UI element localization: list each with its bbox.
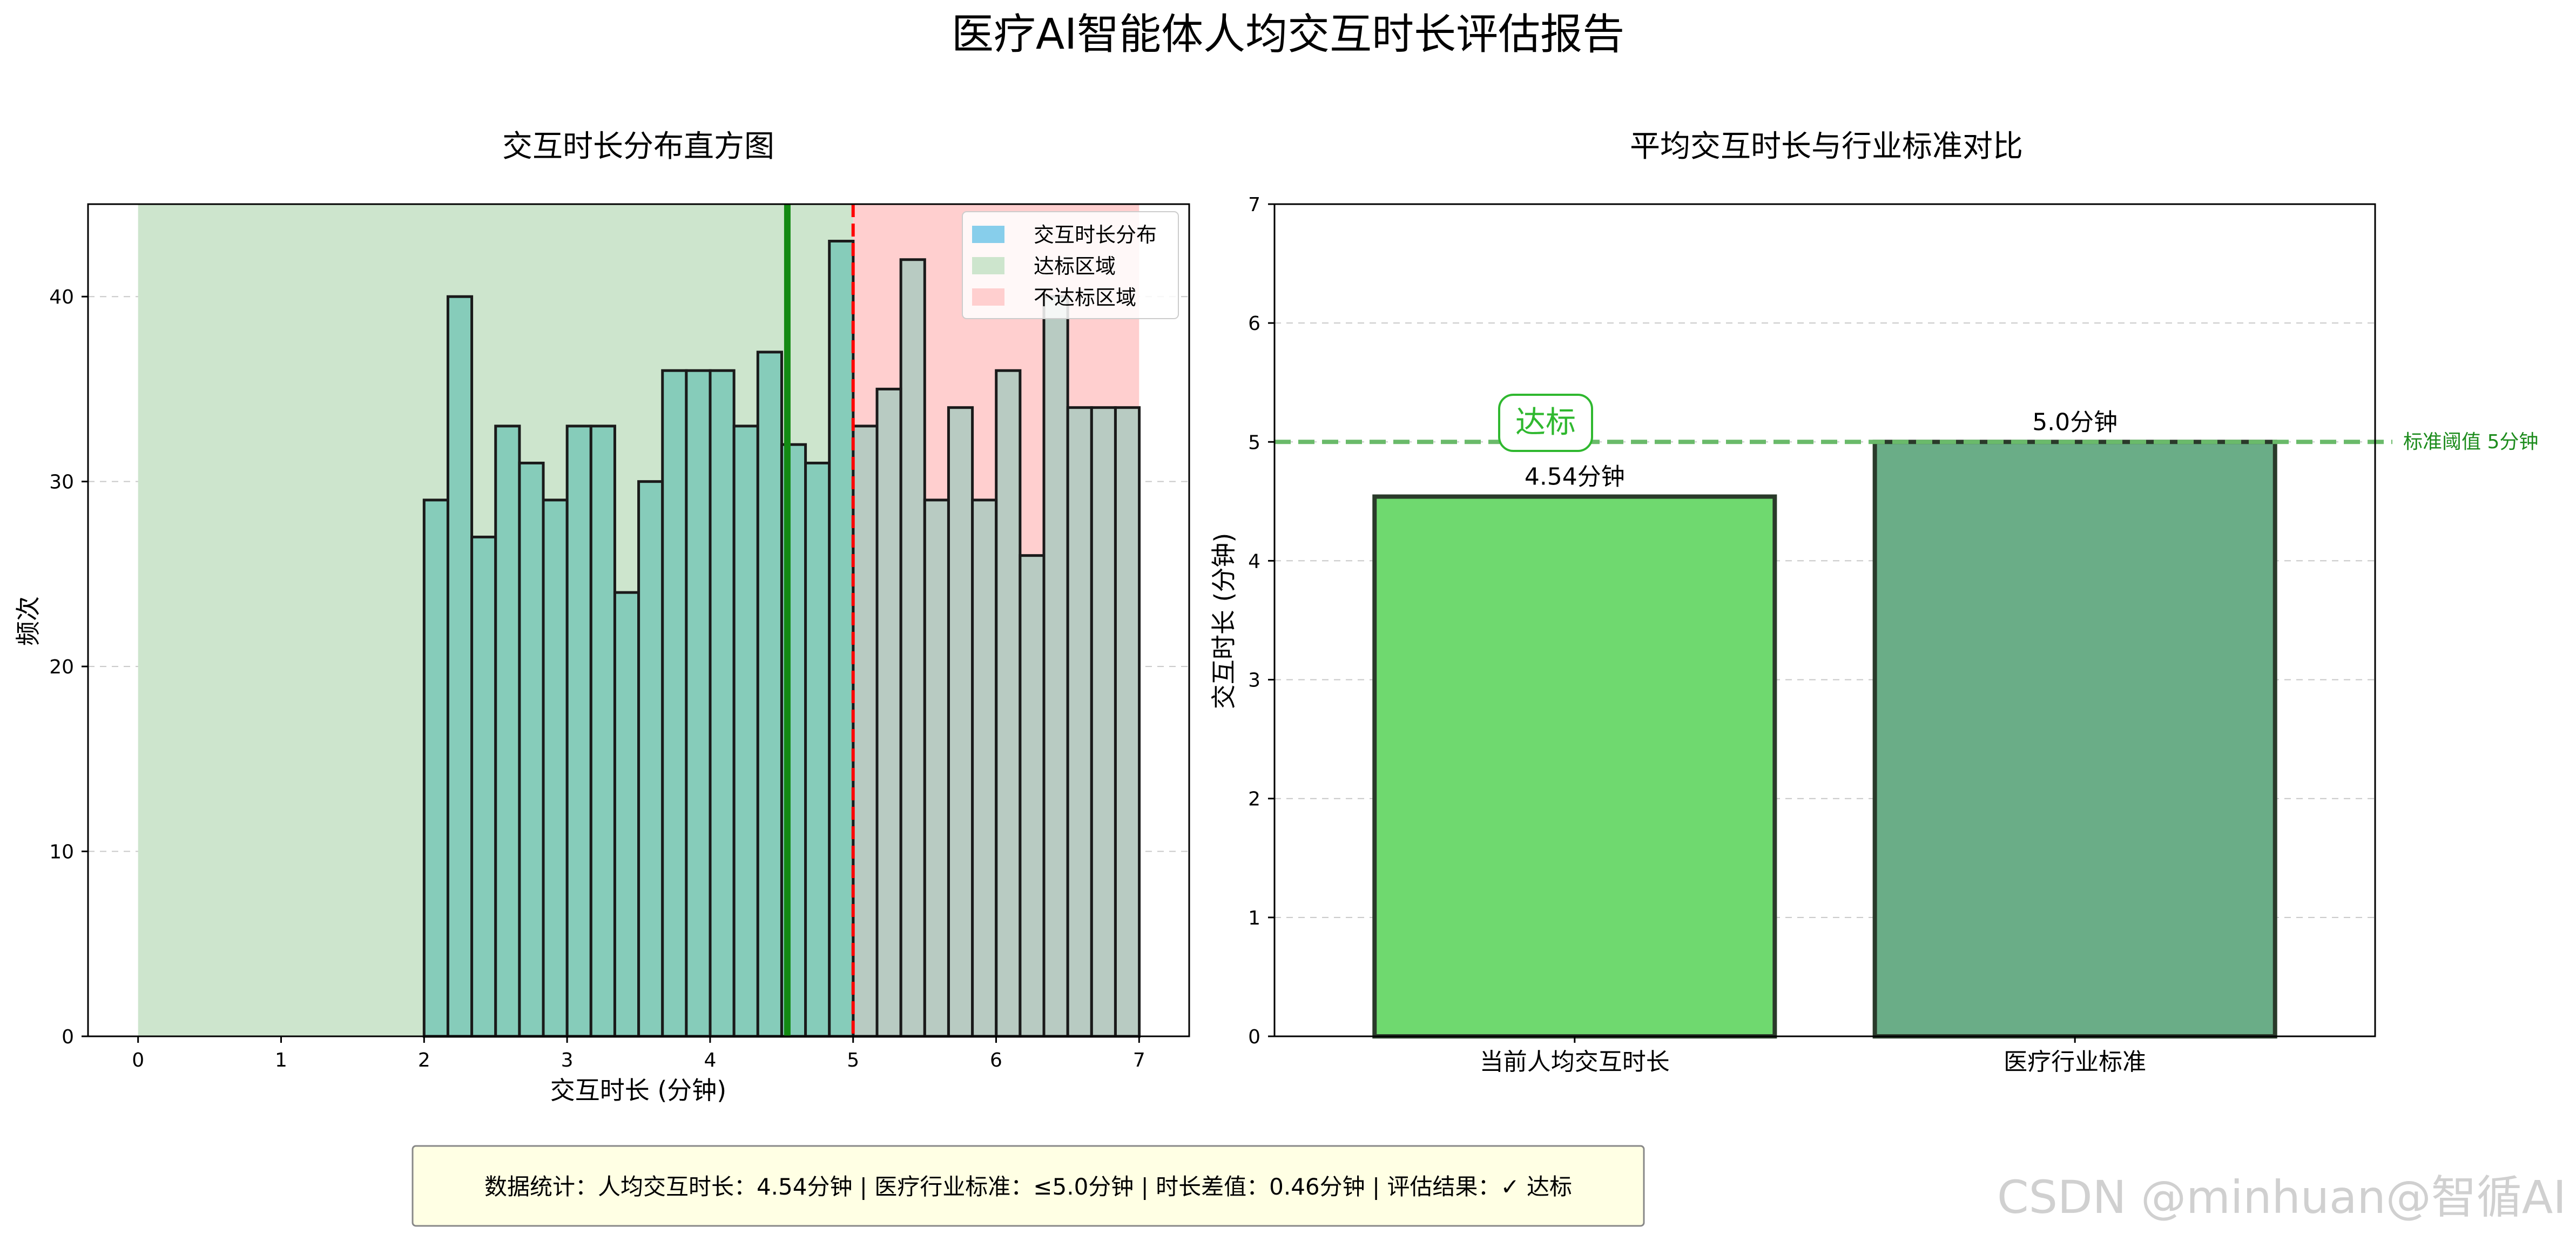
y-tick-label: 2 (1248, 788, 1260, 811)
histogram-bar (1042, 295, 1069, 1038)
histogram-plot-area: 0 1 2 3 4 5 6 7 0 10 20 30 40 (49, 203, 1190, 1071)
histogram-bar (542, 498, 569, 1038)
histogram-bar (470, 535, 497, 1038)
histogram-bar (899, 258, 926, 1038)
x-tick-label: 5 (847, 1049, 859, 1071)
histogram-bar (661, 369, 688, 1038)
standard-threshold-label: 标准阈值 5分钟 (2403, 431, 2538, 453)
histogram-bar (875, 387, 902, 1038)
stats-text: 数据统计：人均交互时长：4.54分钟 | 医疗行业标准：≤5.0分钟 | 时长差… (484, 1173, 1572, 1200)
histogram-bar (971, 498, 998, 1038)
histogram-bar (804, 461, 831, 1038)
y-tick-label: 6 (1248, 313, 1260, 335)
histogram-bar (589, 424, 616, 1038)
y-tick-label: 10 (49, 841, 74, 864)
histogram-bar (709, 369, 736, 1038)
histogram-bar (613, 591, 640, 1038)
legend-label-distribution: 交互时长分布 (1034, 223, 1157, 247)
comparison-frame (1273, 203, 2376, 1037)
histogram-bar (1090, 406, 1117, 1038)
category-label: 医疗行业标准 (2004, 1048, 2146, 1076)
comparison-bar (1872, 440, 2277, 1038)
x-tick-label: 7 (1133, 1049, 1145, 1071)
x-tick-label: 0 (132, 1049, 144, 1071)
watermark: CSDN @minhuan@智循AI (1997, 1171, 2566, 1224)
legend-label-fail-zone: 不达标区域 (1034, 286, 1136, 309)
histogram-y-axis-label: 频次 (14, 596, 43, 646)
y-tick-label: 3 (1248, 670, 1260, 692)
y-tick-label: 4 (1248, 550, 1260, 572)
histogram-bar (828, 239, 855, 1038)
histogram-frame (87, 203, 1190, 1037)
bar-value-label: 5.0分钟 (2032, 408, 2118, 436)
histogram-bar (518, 461, 545, 1038)
histogram-bar (947, 406, 974, 1038)
histogram-bar (494, 424, 521, 1038)
histogram-title: 交互时长分布直方图 (502, 129, 774, 164)
comparison-bar (1372, 494, 1777, 1038)
x-tick-label: 3 (561, 1049, 574, 1071)
histogram-bar (852, 424, 879, 1038)
histogram-bar (1066, 406, 1093, 1038)
y-tick-label: 7 (1248, 194, 1260, 216)
y-tick-label: 5 (1248, 431, 1260, 454)
pass-badge-frame (1498, 394, 1593, 452)
histogram-bar (1114, 406, 1141, 1038)
legend-patch-distribution (972, 226, 1004, 243)
comparison-y-axis-label: 交互时长 (分钟) (1209, 533, 1238, 710)
y-tick-label: 30 (49, 471, 74, 494)
x-tick-label: 6 (990, 1049, 1002, 1071)
stats-box-frame (412, 1145, 1645, 1227)
category-label: 当前人均交互时长 (1480, 1048, 1670, 1076)
y-tick-label: 40 (49, 286, 74, 308)
histogram-bar (995, 369, 1022, 1038)
x-tick-label: 4 (704, 1049, 716, 1071)
histogram-bar (637, 480, 664, 1038)
histogram-bar (422, 498, 449, 1038)
bar-value-label: 4.54分钟 (1525, 463, 1625, 491)
histogram-legend: 交互时长分布 达标区域 不达标区域 (962, 211, 1179, 319)
stats-box: 数据统计：人均交互时长：4.54分钟 | 医疗行业标准：≤5.0分钟 | 时长差… (412, 1145, 1645, 1227)
histogram-bar (446, 295, 474, 1038)
y-tick-label: 0 (1248, 1026, 1260, 1048)
histogram-chart: 交互时长分布直方图 0 1 2 3 4 5 6 7 0 10 20 30 40 交互时长 (分钟) 频次… (14, 129, 1190, 1105)
histogram-bar (756, 350, 783, 1038)
y-tick-label: 20 (49, 656, 74, 678)
comparison-title: 平均交互时长与行业标准对比 (1630, 129, 2023, 164)
legend-patch-pass-zone (972, 257, 1004, 274)
pass-badge-text: 达标 (1515, 405, 1576, 440)
pass-badge: 达标 (1498, 394, 1593, 452)
histogram-bar (1019, 554, 1046, 1038)
histogram-bar (565, 424, 592, 1038)
legend-frame (962, 211, 1179, 319)
histogram-x-axis-label: 交互时长 (分钟) (550, 1076, 727, 1105)
legend-label-pass-zone: 达标区域 (1034, 254, 1116, 278)
x-tick-label: 2 (418, 1049, 430, 1071)
histogram-bar (923, 498, 950, 1038)
histogram-bar (732, 424, 759, 1038)
histogram-bar (685, 369, 712, 1038)
legend-patch-fail-zone (972, 288, 1004, 306)
y-tick-label: 1 (1248, 907, 1260, 929)
y-tick-label: 0 (62, 1026, 74, 1048)
report-title: 医疗AI智能体人均交互时长评估报告 (952, 10, 1624, 59)
x-tick-label: 1 (275, 1049, 287, 1071)
